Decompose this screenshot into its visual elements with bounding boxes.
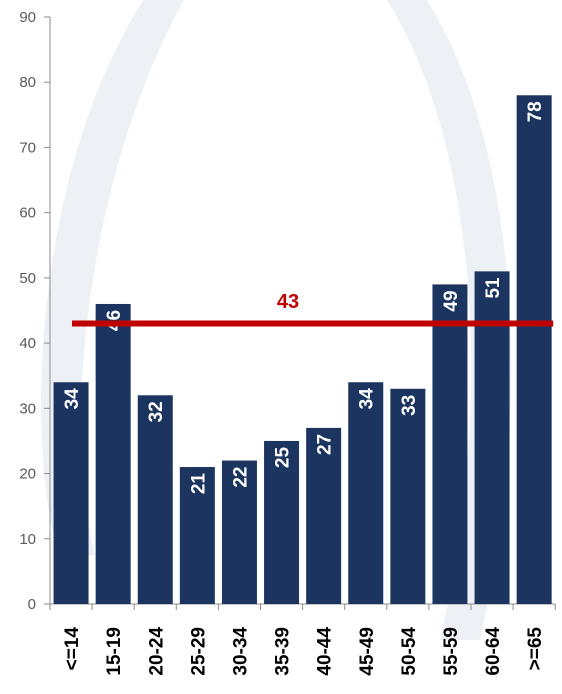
category-label: 15-19 (104, 627, 125, 676)
bars: 344632212225273433495178 (53, 95, 552, 605)
category-label: 40-44 (315, 627, 336, 676)
x-axis (49, 603, 556, 610)
bar (474, 271, 510, 604)
bar (516, 95, 552, 605)
y-tick-label: 90 (19, 9, 36, 26)
bar-value-label: 21 (188, 473, 209, 495)
y-axis: 0 10 20 30 40 50 60 70 80 90 (19, 9, 51, 613)
category-label: 45-49 (357, 627, 378, 676)
category-label: 35-39 (273, 627, 294, 676)
bar-value-label: 78 (525, 101, 546, 122)
bar (95, 303, 131, 604)
bar-value-label: 25 (273, 447, 294, 469)
y-tick-label: 50 (19, 270, 36, 287)
bar (348, 382, 384, 604)
y-tick-label: 60 (19, 205, 36, 222)
category-label: 25-29 (188, 627, 209, 676)
category-label: 30-34 (230, 627, 251, 676)
bar-value-label: 33 (399, 395, 420, 416)
y-tick-label: 80 (19, 74, 36, 91)
bar-value-label: 34 (357, 388, 378, 410)
bar (179, 467, 215, 604)
bar (221, 460, 257, 604)
bar-value-label: 34 (62, 388, 83, 410)
category-label: 55-59 (441, 627, 462, 676)
y-tick-label: 40 (19, 335, 36, 352)
bar (264, 440, 300, 604)
bar-value-label: 49 (441, 290, 462, 311)
bar-value-label: 51 (483, 277, 504, 299)
category-label: >=65 (525, 627, 546, 671)
category-label: 50-54 (399, 627, 420, 676)
bar (53, 382, 89, 604)
bar (137, 395, 173, 604)
y-tick-label: 10 (19, 531, 36, 548)
y-tick-label: 0 (28, 596, 36, 613)
y-tick-label: 70 (19, 139, 36, 156)
y-tick-label: 30 (19, 400, 36, 417)
bar (390, 388, 426, 604)
bar (432, 284, 468, 604)
category-label: <=14 (62, 627, 83, 671)
bar (306, 427, 342, 604)
category-label: 60-64 (483, 627, 504, 676)
bar-value-label: 22 (230, 467, 251, 488)
bar-value-label: 27 (315, 434, 336, 455)
y-tick-label: 20 (19, 466, 36, 483)
category-labels: <=14 15-19 20-24 25-29 30-34 35-39 40-44 45-49 5… (62, 627, 546, 676)
average-line-label: 43 (277, 291, 299, 313)
category-label: 20-24 (146, 627, 167, 676)
bar-value-label: 32 (146, 401, 167, 422)
average-line-group: 43 (72, 291, 554, 327)
